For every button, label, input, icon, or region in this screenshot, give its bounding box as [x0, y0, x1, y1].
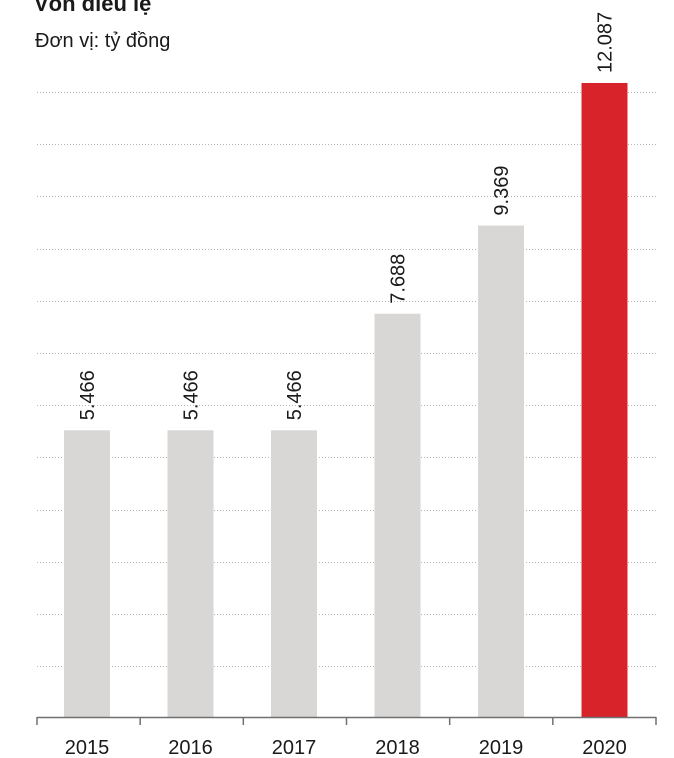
category-label-2019: 2019 — [479, 737, 524, 758]
value-label-2019: 9.369 — [491, 166, 513, 216]
value-label-2016: 5.466 — [181, 370, 203, 420]
bar-2019 — [478, 225, 524, 717]
value-label-2020: 12.087 — [595, 12, 617, 73]
bar-2015 — [64, 430, 110, 717]
chart-title: Vốn điều lệ — [34, 0, 152, 16]
category-label-2018: 2018 — [375, 737, 420, 758]
value-label-2018: 7.688 — [388, 254, 410, 304]
bars — [64, 83, 628, 717]
grid-lines — [37, 92, 656, 667]
value-labels: 5.466 5.466 5.466 7.688 9.369 12.087 — [77, 12, 617, 420]
category-label-2017: 2017 — [272, 737, 317, 758]
category-label-2020: 2020 — [582, 737, 627, 758]
value-label-2017: 5.466 — [284, 370, 306, 420]
category-label-2015: 2015 — [65, 737, 110, 758]
x-axis: 2015 2016 2017 2018 2019 2020 — [36, 716, 657, 758]
bar-2020 — [581, 83, 628, 717]
bar-2018 — [374, 313, 421, 717]
bar-2017 — [271, 430, 317, 717]
chart-subtitle: Đơn vị: tỷ đồng — [35, 30, 171, 52]
category-label-2016: 2016 — [168, 737, 213, 758]
bar-2016 — [167, 430, 214, 717]
value-label-2015: 5.466 — [77, 370, 99, 420]
